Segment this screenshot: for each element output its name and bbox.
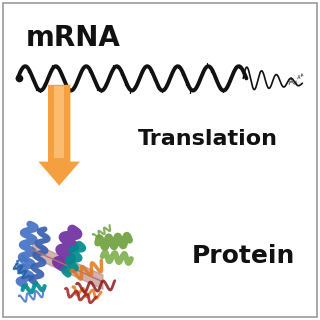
FancyArrow shape: [38, 85, 80, 186]
Polygon shape: [54, 86, 64, 158]
Text: Protein: Protein: [191, 244, 295, 268]
Text: $A_A{}^{A^A}$: $A_A{}^{A^A}$: [286, 71, 307, 89]
Text: mRNA: mRNA: [26, 24, 120, 52]
Text: Translation: Translation: [138, 129, 278, 149]
